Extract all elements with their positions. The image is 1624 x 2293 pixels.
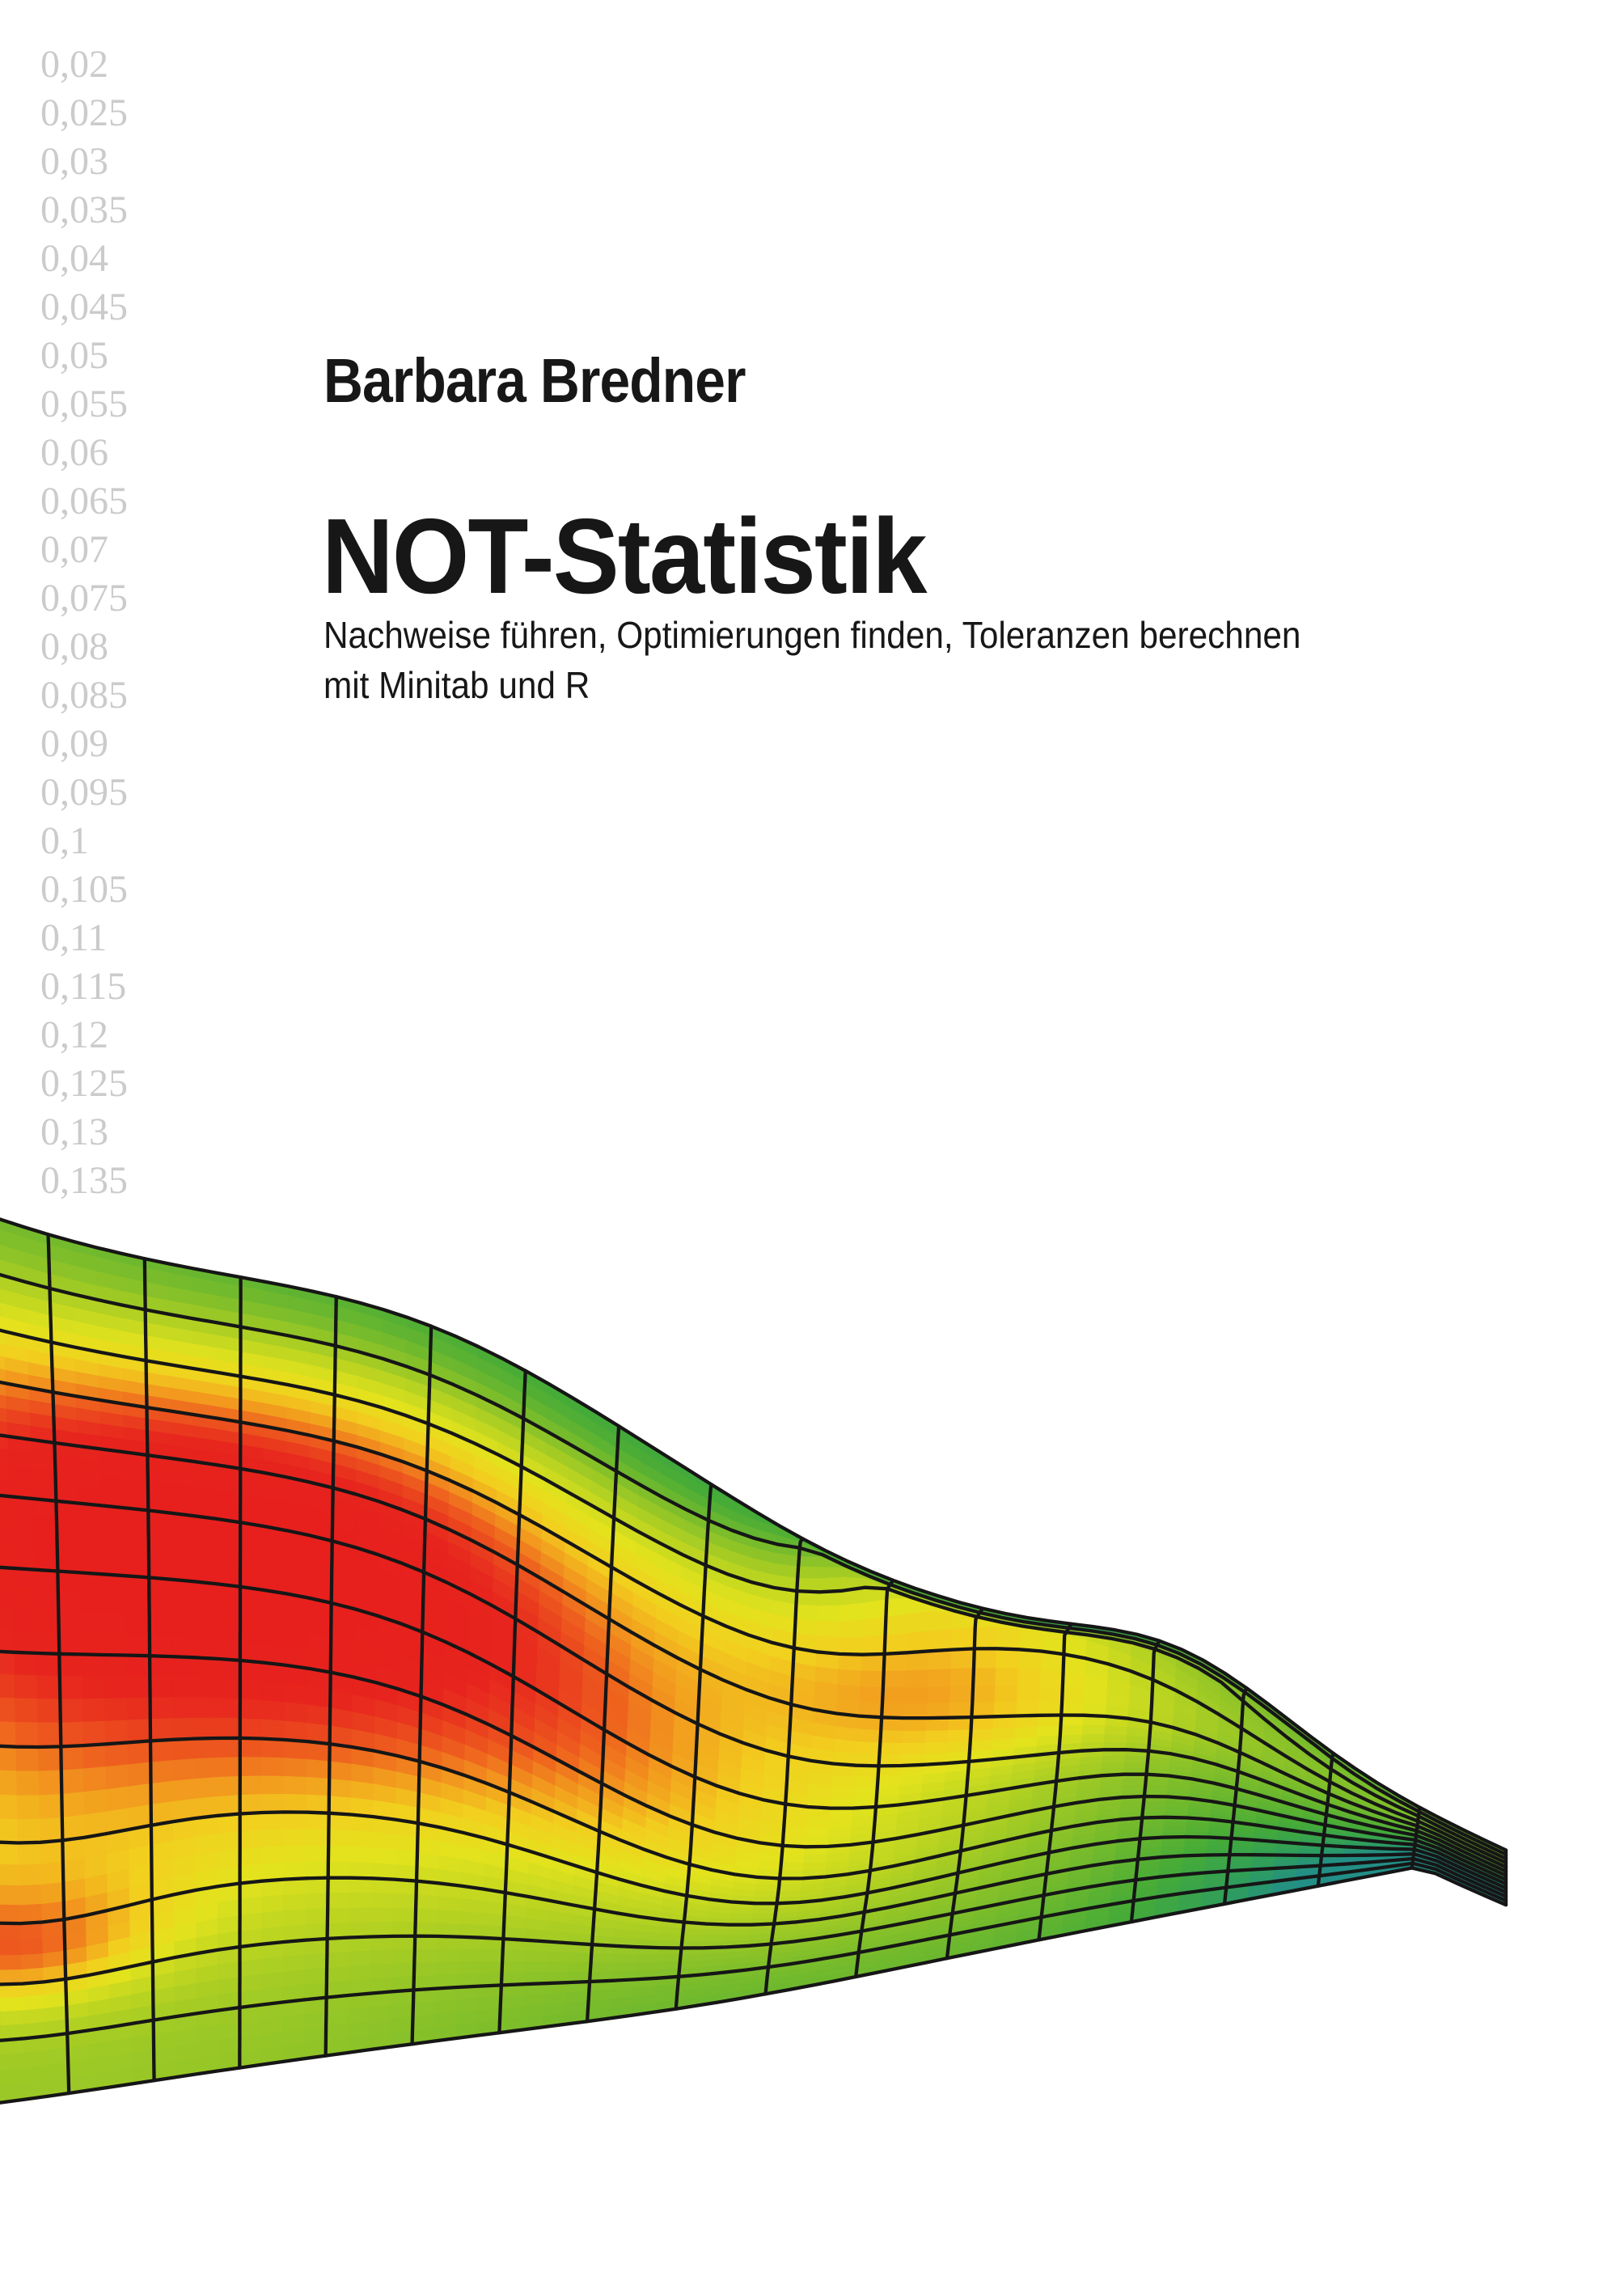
axis-tick-label: 0,055 [40,383,128,425]
axis-tick-label: 0,04 [40,237,108,280]
axis-tick-label: 0,075 [40,577,128,620]
axis-tick-label: 0,125 [40,1062,128,1105]
axis-tick-label: 0,09 [40,722,108,765]
axis-tick-label: 0,115 [40,965,127,1008]
axis-tick-label: 0,025 [40,91,128,134]
book-subtitle-line2: mit Minitab und R [324,664,590,706]
axis-tick-label: 0,095 [40,771,128,814]
axis-tick-label: 0,05 [40,334,108,377]
axis-tick-label: 0,13 [40,1111,108,1153]
axis-tick-label: 0,035 [40,188,128,231]
axis-tick-labels: 0,02 0,025 0,03 0,035 0,04 0,045 0,05 0,055 0,06… [40,40,128,1205]
author-name: Barbara Bredner [324,346,746,416]
axis-tick-label: 0,07 [40,528,108,571]
axis-tick-label: 0,065 [40,480,128,522]
axis-tick-label: 0,045 [40,286,128,328]
axis-tick-label: 0,135 [40,1159,128,1202]
book-subtitle-line1: Nachweise führen, Optimierungen finden, … [324,614,1301,656]
axis-tick-label: 0,12 [40,1013,108,1056]
axis-tick-label: 0,105 [40,868,128,911]
book-title: NOT-Statistik [322,497,927,616]
surface-wireframe-lines [0,1217,1508,2105]
axis-tick-label: 0,08 [40,625,108,668]
axis-tick-label: 0,1 [40,819,89,862]
axis-tick-label: 0,06 [40,431,108,474]
axis-tick-label: 0,11 [40,916,108,959]
axis-tick-label: 0,03 [40,140,108,183]
axis-tick-label: 0,085 [40,674,128,717]
axis-tick-label: 0,02 [40,43,108,86]
